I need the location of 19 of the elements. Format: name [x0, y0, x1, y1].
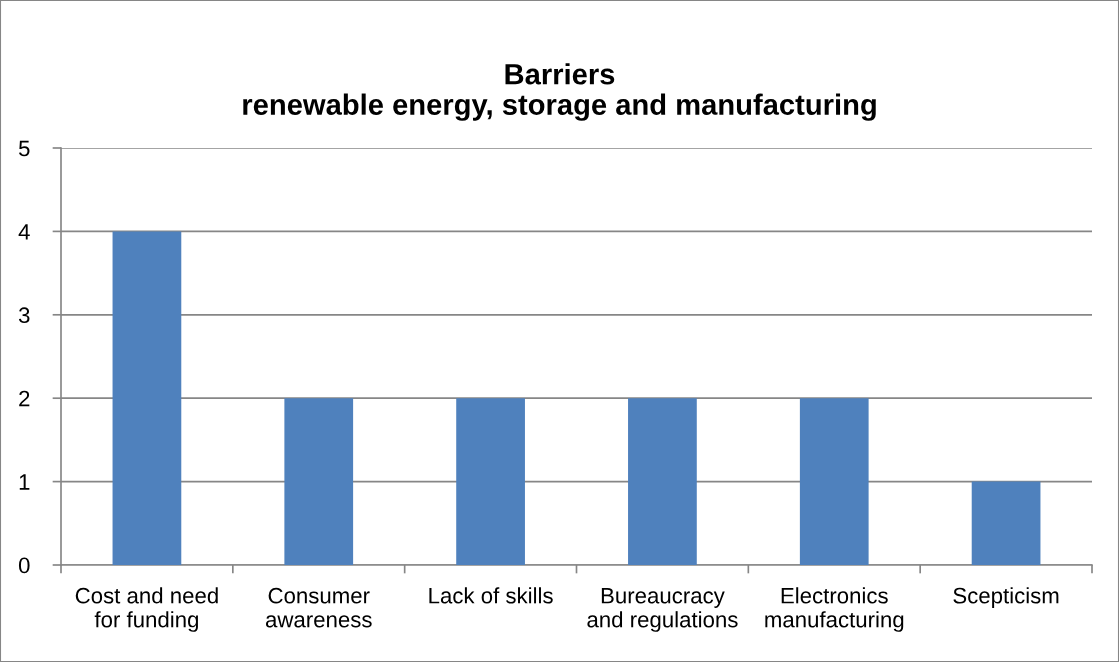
- x-tick-label: Bureaucracy and regulations: [587, 588, 738, 632]
- y-tick-label: 0: [18, 557, 30, 574]
- bar: [971, 481, 1041, 565]
- x-tick-label: Electronics manufacturing: [765, 587, 904, 632]
- bar: [456, 398, 525, 565]
- y-tick-label: 5: [18, 140, 30, 157]
- x-tick-label: Consumer awareness: [265, 587, 372, 628]
- bar: [112, 231, 182, 565]
- x-tick-label: Lack of skills: [429, 587, 553, 604]
- y-tick-label: 4: [18, 224, 30, 240]
- x-tick-label: Scepticism: [953, 587, 1059, 608]
- y-tick-label: 3: [18, 307, 30, 324]
- y-tick-label: 2: [19, 390, 30, 407]
- x-tick-label: Cost and need for funding: [75, 587, 218, 632]
- bar: [284, 398, 354, 565]
- bar: [799, 398, 869, 565]
- chart-title: Barriers renewable energy, storage and manufacturing: [243, 63, 876, 121]
- y-tick-label: 1: [19, 474, 30, 490]
- bar: [628, 398, 697, 565]
